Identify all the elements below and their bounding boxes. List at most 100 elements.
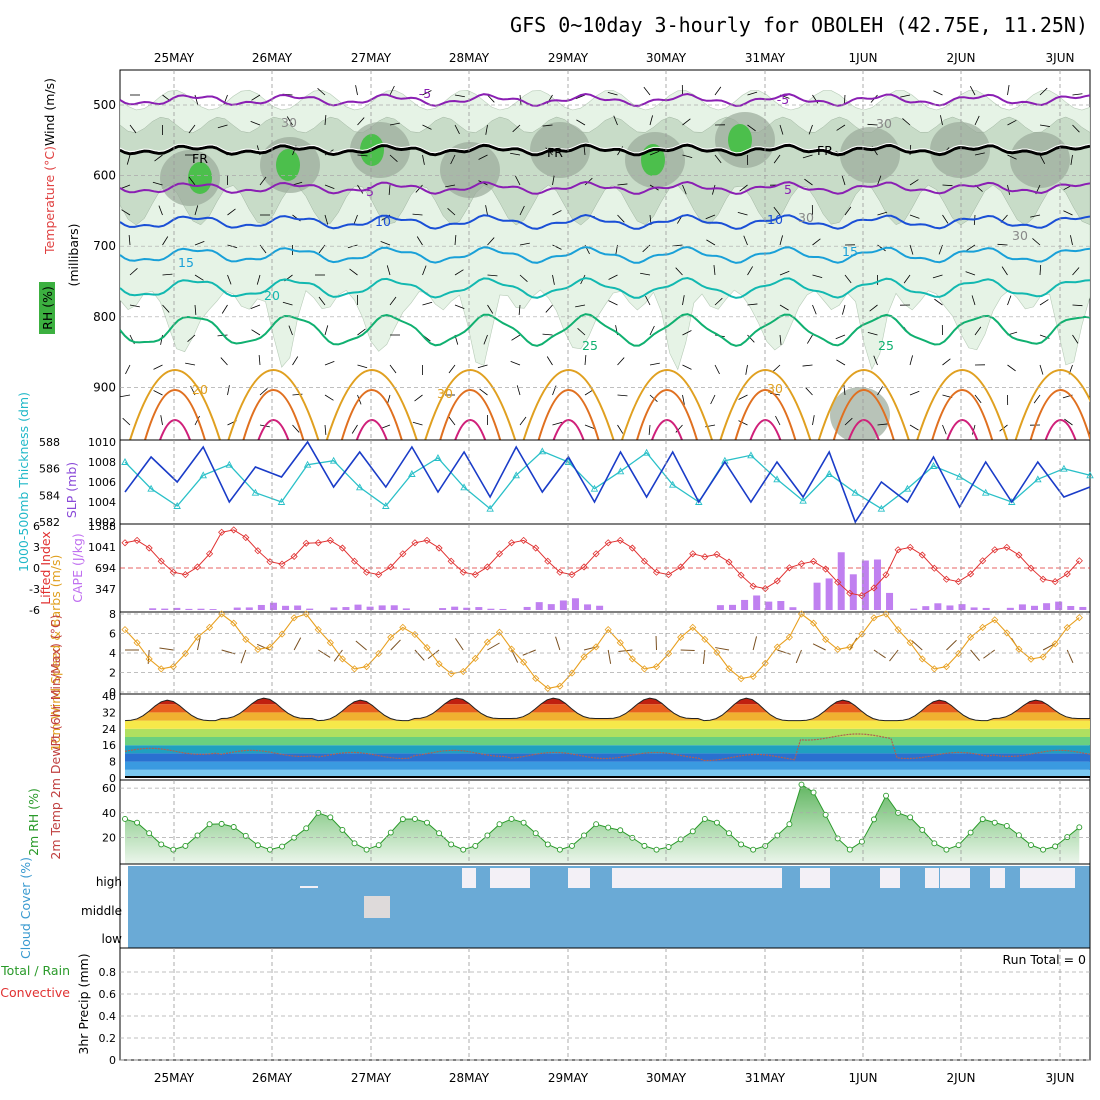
precip-tick: 0.6 (99, 988, 117, 1001)
bottom-date-label: 27MAY (351, 1071, 392, 1085)
wind-tick: 2 (109, 667, 116, 680)
wind-tick: 4 (109, 647, 116, 660)
upper-wind-barb (1039, 154, 1046, 165)
rh2m-point (194, 832, 201, 839)
bottom-date-label: 3JUN (1046, 1071, 1075, 1085)
wind10-speed-point (930, 665, 938, 673)
cape-bar (825, 578, 833, 610)
upper-wind-barb (286, 116, 293, 126)
cape-tick: 347 (95, 583, 116, 596)
contour-30 (719, 369, 812, 440)
contour-label: 30 (767, 381, 783, 396)
cloud-gap (880, 868, 900, 888)
upper-wind-barb (713, 265, 716, 276)
upper-wind-barb (807, 334, 813, 344)
upper-y-ticks: 500 600 700 800 900 (93, 98, 1090, 394)
wind10-speed-point (254, 645, 262, 653)
upper-wind-barb (324, 115, 327, 126)
lifted-index-point (846, 589, 854, 597)
wind10-barb (522, 649, 536, 656)
upper-wind-barb (1030, 214, 1041, 218)
upper-wind-barb (607, 92, 618, 96)
wind10-speed-point (809, 619, 818, 627)
temp-band (125, 753, 1090, 762)
lifted-index-point (822, 565, 830, 573)
upper-wind-barb (220, 357, 228, 366)
upper-wind-barb (227, 385, 230, 396)
upper-wind-barb (447, 208, 456, 216)
rh2m-point (363, 846, 370, 853)
lifted-index-point (326, 536, 334, 544)
lifted-index-point (121, 539, 129, 547)
contour-label: 15 (178, 255, 194, 270)
contour-40 (1044, 419, 1077, 440)
contour-25 (120, 313, 1090, 347)
rh-high-blob (276, 149, 300, 181)
upper-wind-barb (422, 301, 433, 306)
upper-y-tick: 600 (93, 169, 116, 183)
thickness-point (877, 504, 886, 512)
upper-wind-barb (812, 415, 815, 426)
rh-blob (1010, 132, 1070, 188)
cape-tick: 1041 (88, 541, 116, 554)
upper-wind-barb (160, 334, 163, 345)
wind10-speed-point (350, 665, 359, 673)
upper-wind-barb (909, 214, 920, 219)
thickness-point (773, 475, 781, 483)
thickness-point (538, 447, 547, 455)
thickness-point (929, 462, 938, 469)
contour-30 (227, 369, 320, 440)
thickness-point (1008, 498, 1016, 505)
lifted-index-point (954, 578, 963, 586)
wind10-speed-point (942, 663, 951, 671)
upper-wind-barb (577, 328, 586, 336)
upper-wind-barb (737, 212, 748, 216)
contour-label: 30 (281, 115, 297, 130)
wind10-barb (911, 640, 923, 651)
thickness-point (355, 483, 364, 491)
contour-35 (242, 389, 305, 440)
cape-bar (342, 607, 350, 610)
temp2m-tick: 40 (102, 690, 116, 703)
upper-wind-barb (153, 390, 163, 396)
cape-bar (209, 609, 217, 610)
contour-35 (144, 389, 206, 440)
wind10-barb (511, 649, 519, 663)
rh2m-label: 2m RH (%) (26, 788, 41, 856)
upper-wind-barb (357, 154, 368, 157)
cape-bar (584, 604, 592, 610)
rh2m-point (327, 814, 334, 821)
cape-bar (958, 604, 966, 610)
upper-wind-barb (747, 334, 755, 343)
upper-wind-barb (1001, 266, 1008, 276)
lifted-index-point (387, 563, 395, 571)
lifted-index-point (604, 539, 612, 547)
wind10-barb (607, 649, 612, 664)
upper-wind-barb (292, 424, 300, 433)
contour-label: 30 (437, 386, 453, 401)
rh2m-point (267, 846, 273, 853)
upper-wind-barb (510, 361, 521, 366)
upper-wind-barb (251, 94, 261, 101)
rh2m-fill (125, 784, 1080, 864)
wind10-barb (293, 637, 302, 651)
upper-wind-barb (353, 214, 358, 225)
upper-wind-barb (194, 241, 205, 246)
upper-wind-barb (1033, 394, 1041, 404)
run-total: Run Total = 0 (1002, 952, 1086, 967)
rh2m-point (991, 819, 998, 826)
upper-wind-barb (938, 244, 943, 255)
lifted-index-point (967, 570, 975, 578)
upper-wind-barb (617, 183, 628, 186)
rh2m-point (726, 830, 732, 837)
upper-wind-barb (682, 394, 685, 405)
upper-wind-barb (324, 394, 334, 401)
bottom-date-label: 30MAY (646, 1071, 687, 1085)
upper-wind-barb (836, 124, 846, 131)
lifted-index-point (677, 563, 685, 571)
lifted-index-point (689, 550, 697, 558)
upper-wind-barb (747, 124, 756, 132)
upper-wind-barb (608, 274, 618, 280)
rh-blob (830, 387, 890, 440)
lifted-index-point (447, 557, 455, 565)
